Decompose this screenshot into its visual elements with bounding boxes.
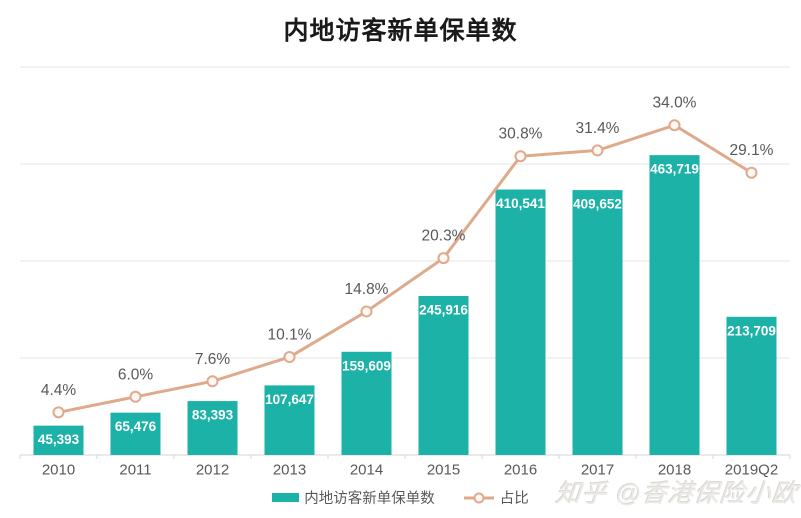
x-tick-label-2011: 2011 <box>119 462 151 479</box>
bar-2016 <box>495 189 546 455</box>
bar-2017 <box>572 190 623 455</box>
percent-label-2011: 6.0% <box>118 366 154 383</box>
line-marker-2013 <box>283 351 296 364</box>
x-tick-label-2014: 2014 <box>350 462 383 479</box>
bar-2014 <box>341 351 392 455</box>
x-tick-label-2019Q2: 2019Q2 <box>725 462 778 479</box>
bar-value-label-2014: 159,609 <box>342 358 391 373</box>
bar-2015 <box>418 295 469 455</box>
percent-label-2013: 10.1% <box>268 327 312 344</box>
x-tick-label-2013: 2013 <box>273 462 306 479</box>
bar-value-label-2017: 409,652 <box>573 197 622 212</box>
x-tick-label-2015: 2015 <box>427 462 460 479</box>
bar-value-label-2018: 463,719 <box>650 162 699 177</box>
chart-title: 内地访客新单保单数 <box>283 17 518 45</box>
line-marker-2015 <box>437 252 450 265</box>
bar-2018 <box>649 155 700 455</box>
bar-2011 <box>110 412 161 455</box>
bar-value-label-2019Q2: 213,709 <box>727 323 776 338</box>
x-tick-label-2017: 2017 <box>581 462 614 479</box>
percent-label-2017: 31.4% <box>576 120 620 137</box>
percent-label-2014: 14.8% <box>345 281 389 298</box>
legend-item-bar-series: 内地访客新单保单数 <box>272 487 435 508</box>
bar-series-swatch-icon <box>272 493 300 502</box>
legend: 内地访客新单保单数 占比 <box>0 487 801 508</box>
legend-item-line-series: 占比 <box>463 487 529 508</box>
bar-value-label-2015: 245,916 <box>419 302 468 317</box>
x-tick-label-2016: 2016 <box>504 462 537 479</box>
line-marker-2010 <box>52 406 65 419</box>
line-marker-2016 <box>514 150 527 163</box>
bar-2010 <box>33 425 84 455</box>
line-series-symbol-icon <box>463 492 494 503</box>
line-marker-2019Q2 <box>745 166 758 179</box>
line-marker-2012 <box>206 375 219 388</box>
line-marker-2018 <box>668 119 681 132</box>
percent-label-2010: 4.4% <box>41 382 77 399</box>
bar-2012 <box>187 401 238 455</box>
bar-value-label-2012: 83,393 <box>192 408 234 423</box>
bar-value-label-2010: 45,393 <box>38 432 80 447</box>
percent-label-2016: 30.8% <box>499 126 543 143</box>
bar-value-label-2016: 410,541 <box>496 196 545 211</box>
line-marker-2014 <box>360 305 373 318</box>
line-marker-2011 <box>129 390 142 403</box>
percent-label-2018: 34.0% <box>653 95 697 112</box>
x-tick-label-2012: 2012 <box>196 462 229 479</box>
bar-value-label-2011: 65,476 <box>115 419 157 434</box>
bar-2019Q2 <box>726 316 777 455</box>
percent-label-2012: 7.6% <box>195 351 231 368</box>
legend-line-label: 占比 <box>499 491 529 507</box>
percent-label-2015: 20.3% <box>422 228 466 245</box>
ratio-line <box>58 123 753 414</box>
line-marker-2017 <box>591 144 604 157</box>
x-tick-label-2010: 2010 <box>42 462 75 479</box>
percent-label-2019Q2: 29.1% <box>730 142 774 159</box>
legend-bar-label: 内地访客新单保单数 <box>304 491 435 507</box>
x-tick-label-2018: 2018 <box>658 462 691 479</box>
bar-2013 <box>264 385 315 455</box>
bar-value-label-2013: 107,647 <box>265 392 314 407</box>
